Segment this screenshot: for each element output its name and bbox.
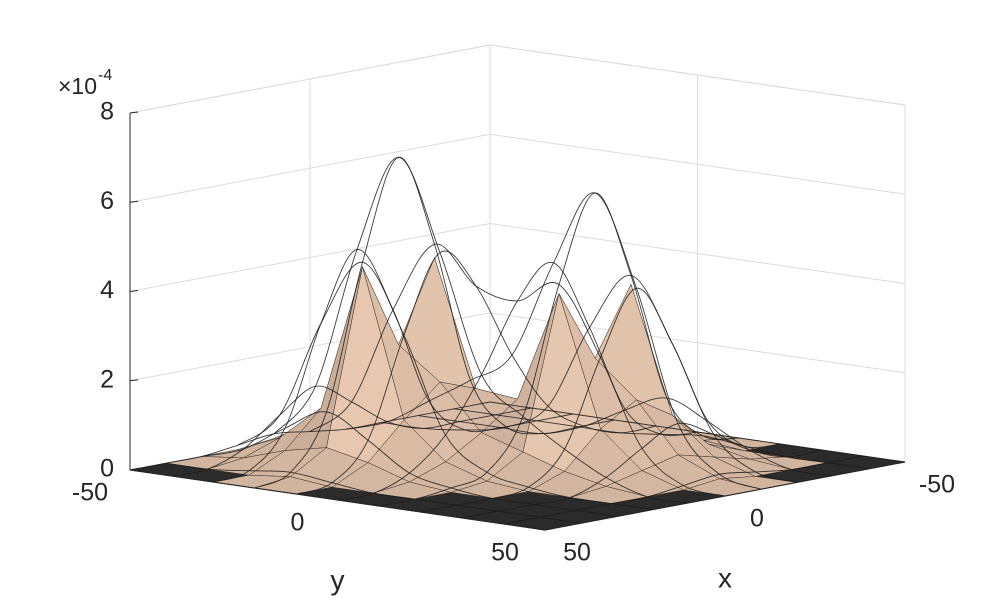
tick-mark (536, 528, 546, 531)
tick-mark (544, 528, 554, 531)
mesh-line (309, 243, 726, 497)
mesh-line (381, 274, 798, 483)
mesh-line (129, 401, 491, 471)
x-tick-label: 50 (563, 539, 591, 567)
tick-mark (896, 460, 906, 463)
x-tick-label: -50 (919, 471, 955, 499)
tick-mark (129, 290, 139, 292)
tick-mark (716, 494, 726, 497)
z-tick-label: 4 (100, 276, 114, 304)
y-tick-label: -50 (72, 479, 108, 507)
axis-multiplier-exponent: -4 (98, 67, 112, 84)
z-tick-label: 0 (100, 455, 114, 483)
y-tick-label: 50 (491, 539, 519, 567)
tick-mark (129, 379, 139, 382)
y-axis-label: y (331, 564, 345, 595)
mesh-line (453, 408, 870, 470)
mesh-line (237, 261, 654, 511)
tick-mark (129, 111, 139, 114)
tick-mark (129, 200, 139, 203)
axis-multiplier: ×10 (58, 73, 97, 99)
mesh-line (417, 397, 834, 477)
mesh-line (273, 156, 690, 504)
surface-plot (129, 156, 906, 531)
mesh-line (420, 287, 781, 513)
z-tick-label: 6 (100, 187, 114, 215)
y-tick-label: 0 (291, 509, 305, 537)
z-tick-label: 8 (100, 98, 114, 126)
tick-mark (337, 498, 346, 501)
x-axis-label: x (718, 562, 732, 593)
z-tick-label: 2 (100, 365, 114, 393)
mesh-line (165, 462, 582, 524)
x-tick-label: 0 (750, 505, 764, 533)
mesh-line (201, 411, 618, 517)
mesh-line (345, 192, 762, 490)
mesh-line (489, 401, 906, 463)
tick-mark (129, 468, 139, 471)
